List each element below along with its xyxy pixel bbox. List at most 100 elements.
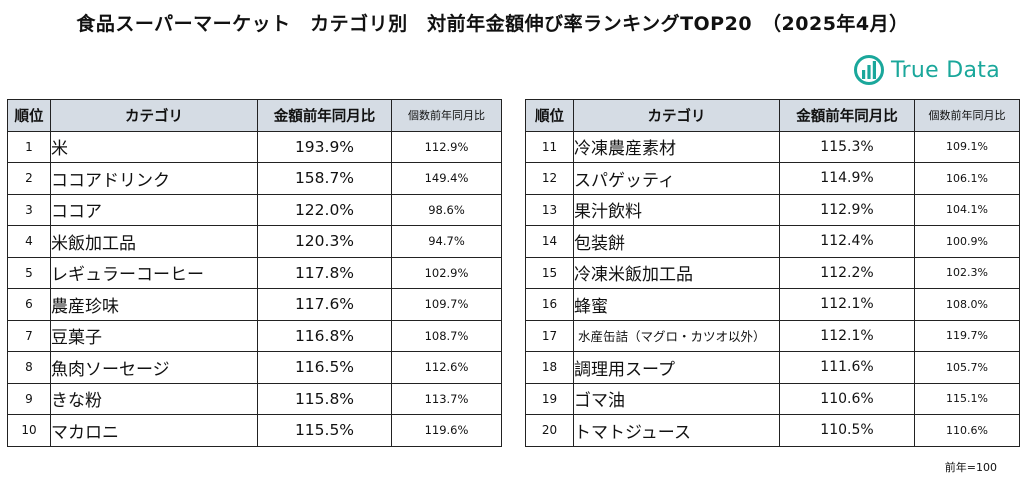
count-yoy-cell: 106.1% [914,162,1020,195]
rank-cell: 15 [525,256,574,289]
table-row: 4 米飯加工品 120.3% 94.7% [7,225,502,258]
ranking-table-left: 順位 カテゴリ 金額前年同月比 個数前年同月比 1 米 193.9% 112.9% 2 コ… [7,99,502,447]
count-yoy-cell: 104.1% [914,193,1020,226]
amount-yoy-cell: 112.2% [779,256,915,289]
amount-yoy-cell: 116.5% [257,351,392,384]
header-amount-yoy: 金額前年同月比 [257,99,392,132]
table-row: 3 ココア 122.0% 98.6% [7,193,502,226]
table-row: 16 蜂蜜 112.1% 108.0% [525,288,1020,321]
category-cell: きな粉 [50,382,258,415]
category-cell: トマトジュース [573,414,780,447]
rank-cell: 18 [525,351,574,384]
category-cell: 調理用スープ [573,351,780,384]
rank-cell: 14 [525,225,574,258]
category-cell: 水産缶詰（マグロ・カツオ以外） [573,319,780,352]
count-yoy-cell: 119.6% [391,414,502,447]
amount-yoy-cell: 115.3% [779,130,915,163]
rank-cell: 13 [525,193,574,226]
rank-cell: 2 [7,162,51,195]
table-row: 5 レギュラーコーヒー 117.8% 102.9% [7,256,502,289]
ranking-table-right-body: 11 冷凍農産素材 115.3% 109.1% 12 スパゲッティ 114.9% 106.1%… [525,130,1020,447]
rank-cell: 19 [525,382,574,415]
rank-cell: 7 [7,319,51,352]
rank-cell: 3 [7,193,51,226]
category-cell: 冷凍農産素材 [573,130,780,163]
amount-yoy-cell: 193.9% [257,130,392,163]
category-cell: 冷凍米飯加工品 [573,256,780,289]
table-header-row: 順位 カテゴリ 金額前年同月比 個数前年同月比 [525,99,1020,132]
rank-cell: 16 [525,288,574,321]
rank-cell: 12 [525,162,574,195]
category-cell: 米飯加工品 [50,225,258,258]
amount-yoy-cell: 114.9% [779,162,915,195]
amount-yoy-cell: 111.6% [779,351,915,384]
rank-cell: 20 [525,414,574,447]
category-cell: スパゲッティ [573,162,780,195]
count-yoy-cell: 149.4% [391,162,502,195]
rank-cell: 5 [7,256,51,289]
category-cell: ココアドリンク [50,162,258,195]
category-cell: ゴマ油 [573,382,780,415]
amount-yoy-cell: 115.5% [257,414,392,447]
amount-yoy-cell: 158.7% [257,162,392,195]
count-yoy-cell: 119.7% [914,319,1020,352]
table-row: 17 水産缶詰（マグロ・カツオ以外） 112.1% 119.7% [525,319,1020,352]
count-yoy-cell: 94.7% [391,225,502,258]
count-yoy-cell: 110.6% [914,414,1020,447]
category-cell: 包装餅 [573,225,780,258]
amount-yoy-cell: 110.6% [779,382,915,415]
count-yoy-cell: 102.9% [391,256,502,289]
true-data-logo: True Data [853,54,1000,86]
table-row: 6 農産珍味 117.6% 109.7% [7,288,502,321]
amount-yoy-cell: 112.9% [779,193,915,226]
header-amount-yoy: 金額前年同月比 [779,99,915,132]
count-yoy-cell: 98.6% [391,193,502,226]
rank-cell: 11 [525,130,574,163]
amount-yoy-cell: 120.3% [257,225,392,258]
category-cell: 農産珍味 [50,288,258,321]
table-row: 1 米 193.9% 112.9% [7,130,502,163]
rank-cell: 1 [7,130,51,163]
rank-cell: 6 [7,288,51,321]
count-yoy-cell: 108.7% [391,319,502,352]
count-yoy-cell: 112.9% [391,130,502,163]
count-yoy-cell: 109.7% [391,288,502,321]
rank-cell: 4 [7,225,51,258]
amount-yoy-cell: 122.0% [257,193,392,226]
count-yoy-cell: 113.7% [391,382,502,415]
count-yoy-cell: 112.6% [391,351,502,384]
amount-yoy-cell: 116.8% [257,319,392,352]
rank-cell: 9 [7,382,51,415]
baseline-note: 前年=100 [944,461,997,474]
table-row: 14 包装餅 112.4% 100.9% [525,225,1020,258]
count-yoy-cell: 108.0% [914,288,1020,321]
amount-yoy-cell: 112.4% [779,225,915,258]
table-header-row: 順位 カテゴリ 金額前年同月比 個数前年同月比 [7,99,502,132]
category-cell: 豆菓子 [50,319,258,352]
ranking-table-right: 順位 カテゴリ 金額前年同月比 個数前年同月比 11 冷凍農産素材 115.3% 10… [525,99,1020,447]
header-category: カテゴリ [573,99,780,132]
category-cell: ココア [50,193,258,226]
category-cell: 魚肉ソーセージ [50,351,258,384]
table-row: 7 豆菓子 116.8% 108.7% [7,319,502,352]
table-row: 9 きな粉 115.8% 113.7% [7,382,502,415]
category-cell: 蜂蜜 [573,288,780,321]
count-yoy-cell: 102.3% [914,256,1020,289]
page-title: 食品スーパーマーケット カテゴリ別 対前年金額伸び率ランキングTOP20 （20… [76,13,909,35]
header-rank: 順位 [7,99,51,132]
rank-cell: 17 [525,319,574,352]
true-data-logo-icon [854,55,885,85]
category-cell: マカロニ [50,414,258,447]
category-cell: 果汁飲料 [573,193,780,226]
table-row: 12 スパゲッティ 114.9% 106.1% [525,162,1020,195]
table-row: 20 トマトジュース 110.5% 110.6% [525,414,1020,447]
category-cell: 米 [50,130,258,163]
table-row: 15 冷凍米飯加工品 112.2% 102.3% [525,256,1020,289]
header-rank: 順位 [525,99,574,132]
ranking-table-left-body: 1 米 193.9% 112.9% 2 ココアドリンク 158.7% 149.4% 3 ココア 12… [7,130,502,447]
table-row: 13 果汁飲料 112.9% 104.1% [525,193,1020,226]
count-yoy-cell: 109.1% [914,130,1020,163]
table-row: 18 調理用スープ 111.6% 105.7% [525,351,1020,384]
header-category: カテゴリ [50,99,258,132]
count-yoy-cell: 100.9% [914,225,1020,258]
